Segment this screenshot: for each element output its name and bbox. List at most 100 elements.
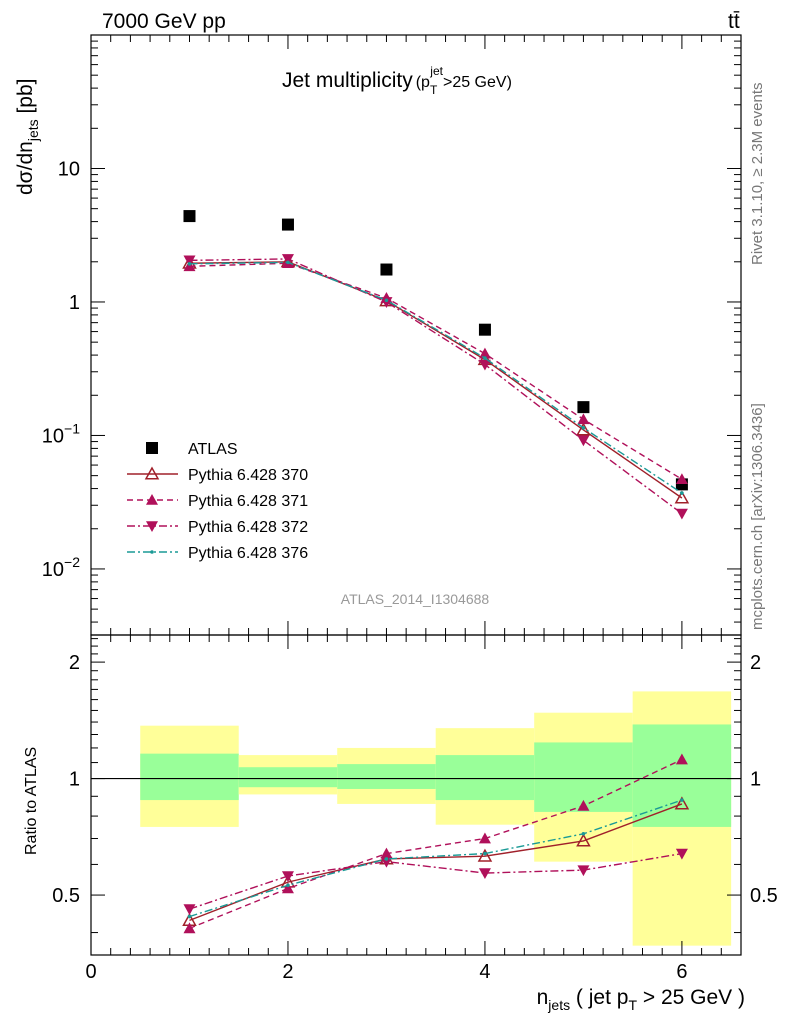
legend-label: Pythia 6.428 372 [188,519,308,536]
y-tick-label: 10−2 [42,554,80,581]
mcplots-label: mcplots.cern.ch [arXiv:1306.3436] [749,403,766,630]
ratio-series-line [189,758,683,930]
ratio-band-green [435,755,535,801]
data-point [577,435,590,447]
ratio-point [478,832,491,844]
ratio-y-tick-label-left: 1 [69,769,80,791]
data-point [286,260,290,265]
ratio-point [483,851,487,856]
ratio-plot-marks [91,753,741,934]
ratio-point [281,871,294,883]
data-point [183,210,196,223]
y-tick-label: 10 [58,158,80,180]
legend-label: Pythia 6.428 371 [188,493,308,510]
data-point [675,473,688,485]
data-point [380,297,393,308]
ratio-point [674,796,690,810]
data-point [483,356,487,360]
data-point [384,298,389,303]
ratio-y-tick-label-right: 1 [750,769,761,791]
y-tick-label-exp: −2 [64,554,80,570]
ratio-y-label: Ratio to ATLAS [23,747,40,855]
x-tick-label: 6 [676,961,687,983]
ratio-point [380,847,393,859]
series-line [189,258,683,515]
legend-marker [146,442,158,454]
ratio-point [576,833,591,847]
main-plot-marks [182,210,690,520]
y-axis-label: dσ/dnjets [pb] [14,78,41,195]
data-point [478,323,491,336]
data-point [576,422,591,436]
process-label: tt̄ [728,10,740,33]
ratio-band-green [337,764,436,789]
analysis-id-label: ATLAS_2014_I1304688 [341,591,490,607]
ratio-series-line [189,799,683,918]
legend-label: Pythia 6.428 376 [188,545,308,562]
data-point [680,491,684,495]
ratio-point [581,831,586,836]
ratio-point [675,753,688,765]
ratio-frame [90,634,742,956]
data-point [478,347,491,359]
ratio-y-tick-label-left: 2 [69,652,80,674]
ratio-point [675,848,688,860]
ratio-point [187,914,192,919]
ratio-point [680,798,684,802]
plot-title-main: Jet multiplicity [282,69,413,92]
ratio-point [183,904,196,916]
ratio-point [478,868,491,880]
ratio-band-green [238,767,338,788]
data-point [380,263,393,276]
x-tick-label: 0 [85,961,96,983]
y-tick-label-base: 10 [42,559,64,581]
plot-title-rest: >25 GeV) [443,74,512,91]
legend-label: Pythia 6.428 370 [188,467,308,484]
data-point [577,413,590,425]
plot-title-sub-t: T [430,83,438,97]
ratio-point [281,882,294,894]
legend: ATLAS Pythia 6.428 370 Pythia 6.428 371 Pyt… [127,441,308,562]
series-line [189,261,683,494]
data-point [281,218,294,231]
y-tick-label: 1 [69,292,80,314]
x-axis-label-mid: ( jet p [570,986,628,1009]
ratio-point [183,922,196,934]
series-line [189,262,683,480]
y-axis-label-sub: jets [25,119,41,142]
data-point [674,490,690,504]
x-tick-label: 2 [282,961,293,983]
data-point [675,508,688,520]
legend-marker [146,494,158,505]
ratio-point [286,883,290,888]
x-axis-label: njets ( jet pT > 25 GeV ) [537,986,745,1013]
y-tick-label: 10−1 [42,420,80,447]
ratio-point [477,848,493,862]
x-axis-label-sub: jets [547,997,570,1013]
ratio-point [577,799,590,811]
data-point [577,401,590,414]
ratio-series-line [189,852,683,910]
ratio-panel: 0.5 0.5 1 1 2 2 0 2 4 6 Ratio to ATLAS njets ( je… [23,634,778,1013]
ratio-band-green [632,724,732,827]
ratio-axis-ticks: 0.5 0.5 1 1 2 2 0 2 4 6 [52,635,778,983]
ratio-point [577,865,590,877]
y-tick-label-exp: −1 [64,420,80,436]
ratio-y-tick-label-left: 0.5 [52,885,80,907]
data-point [183,255,196,267]
ratio-uncertainty-bands [140,691,732,946]
legend-label: ATLAS [188,441,238,458]
ratio-band-green [140,753,239,801]
x-axis-label-sub-t: T [628,997,637,1013]
legend-marker [146,521,158,532]
ratio-y-tick-label-right: 2 [750,652,761,674]
y-axis-label-unit: [pb] [14,78,37,119]
ratio-point [380,856,393,868]
y-tick-label-base: 10 [42,425,64,447]
rivet-label: Rivet 3.1.10, ≥ 2.3M events [749,83,766,266]
ratio-point [384,857,389,861]
energy-label: 7000 GeV pp [102,10,226,33]
